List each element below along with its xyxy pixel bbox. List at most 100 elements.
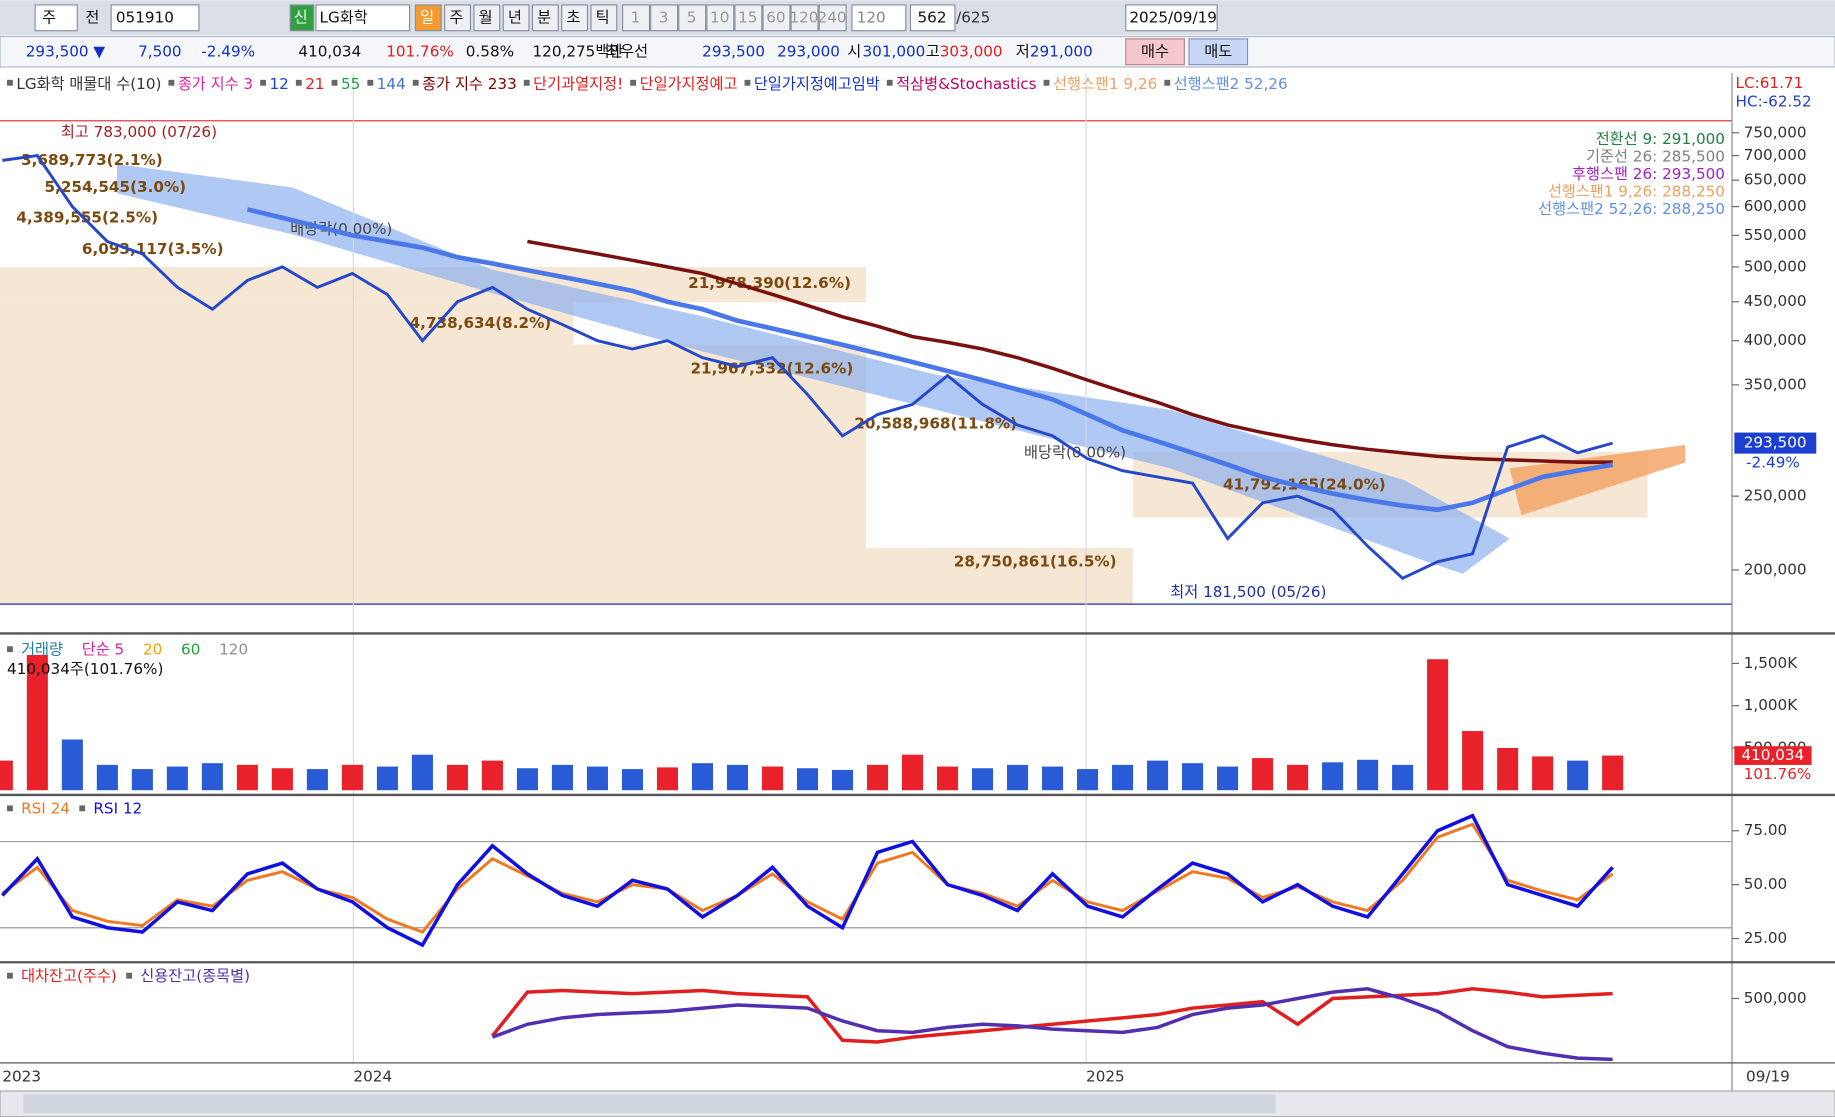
volume-profile-label: 28,750,861(16.5%): [954, 553, 1117, 571]
label: 120: [857, 8, 886, 26]
input-box[interactable]: [1188, 38, 1249, 66]
volume-bar: [1147, 760, 1169, 791]
label: 051910: [116, 8, 174, 26]
input-box[interactable]: [706, 4, 735, 32]
input-box[interactable]: [531, 4, 559, 32]
volume-profile-label: 41,792,165(24.0%): [1223, 475, 1386, 493]
input-box[interactable]: [622, 4, 651, 32]
x-tick-label: 2025: [1086, 1067, 1125, 1085]
period-button: 분: [537, 8, 551, 26]
volume-bar: [1287, 764, 1309, 791]
label: 562: [918, 8, 947, 26]
legend-swatch: [126, 972, 133, 979]
series-line: [527, 239, 1613, 464]
input-box[interactable]: [678, 4, 707, 32]
volume-profile-label: 4,738,634(8.2%): [410, 314, 552, 332]
last-price: 293,500: [1744, 434, 1807, 452]
ichimoku-label: 전환선 9: 291,000: [1596, 130, 1725, 148]
lc-label: LC:61.71: [1736, 74, 1804, 92]
volume-bar: [1077, 769, 1099, 791]
y-tick-label: 500,000: [1744, 257, 1807, 275]
ichimoku-label: 기준선 26: 285,500: [1586, 148, 1725, 166]
ichimoku-label: 선행스팬1 9,26: 288,250: [1548, 183, 1725, 201]
volume-bar: [936, 766, 959, 791]
label: LG화학: [319, 8, 367, 26]
annotation: 배당락(0.00%): [1024, 444, 1126, 462]
legend-entry: 55: [341, 75, 360, 93]
volume-bar: [621, 769, 643, 791]
legend-entry: 144: [377, 75, 406, 93]
legend-entry: 단일가지정예고: [640, 75, 738, 93]
volume-bar: [691, 763, 714, 791]
quote-open_label: 시: [847, 42, 861, 60]
legend-entry: LG화학 매물대 수(10): [16, 75, 161, 93]
legend-swatch: [168, 79, 175, 86]
y-tick-label: 1,500K: [1744, 654, 1799, 672]
series-line: [1, 813, 1614, 948]
ichimoku-label: 후행스팬 26: 293,500: [1572, 165, 1725, 183]
y-tick-label: 350,000: [1744, 375, 1807, 393]
input-box[interactable]: [790, 4, 819, 32]
input-box[interactable]: [1125, 4, 1218, 32]
volume-bar: [831, 769, 854, 791]
input-box[interactable]: [650, 4, 679, 32]
y-tick-label: 400,000: [1744, 331, 1807, 349]
input-box[interactable]: [818, 4, 847, 32]
input-box[interactable]: [762, 4, 791, 32]
volume-bar: [516, 768, 538, 791]
y-tick-label: 1,000K: [1744, 696, 1799, 714]
input-box[interactable]: [590, 4, 618, 32]
legend-swatch: [7, 646, 13, 653]
series-line: [1, 822, 1614, 934]
label: /625: [956, 8, 990, 26]
input-box[interactable]: [315, 4, 411, 32]
volume-bar: [1182, 763, 1204, 791]
legend-swatch: [412, 79, 419, 86]
period-button: 일: [420, 8, 434, 26]
last-price-box: [1734, 432, 1817, 454]
x-tick-label: 2023: [2, 1067, 41, 1085]
input-box[interactable]: [561, 4, 589, 32]
legend-entry: 종가 지수 233: [422, 75, 517, 93]
volume-bar: [761, 766, 784, 791]
volume-bar: [0, 760, 13, 791]
scroll-thumb[interactable]: [23, 1094, 1276, 1114]
legend-entry: 120: [219, 640, 248, 658]
input-box[interactable]: [444, 4, 472, 32]
hc-label: HC:-62.52: [1736, 93, 1812, 111]
input-box[interactable]: [1125, 38, 1185, 66]
quote-turnover: 0.58%: [466, 42, 514, 60]
quote-bar: [0, 35, 1835, 68]
input-box[interactable]: [414, 4, 442, 32]
volume-profile-label: 6,093,117(3.5%): [82, 240, 224, 258]
quote-best_ask: 293,500: [702, 42, 765, 60]
input-box[interactable]: [110, 4, 200, 32]
input-box[interactable]: [502, 4, 530, 32]
volume-bar: [1602, 755, 1624, 791]
y-tick-label: 600,000: [1744, 197, 1807, 215]
quote-amount: 120,275백만: [532, 42, 623, 60]
input-box[interactable]: [473, 4, 501, 32]
legend-swatch: [1164, 79, 1171, 86]
volume-bar: [1357, 759, 1379, 791]
label: 전: [85, 8, 99, 26]
input-box[interactable]: [734, 4, 763, 32]
y-tick-label: 50.00: [1744, 875, 1788, 893]
series-line: [2, 154, 1614, 581]
volume-bar: [551, 764, 573, 791]
label: 주: [42, 8, 56, 26]
volume-bar: [656, 767, 678, 791]
last-volume-box: [1734, 746, 1812, 765]
y-tick-label: 550,000: [1744, 226, 1807, 244]
y-tick-label: 25.00: [1744, 929, 1788, 947]
volume-bar: [1217, 766, 1239, 791]
volume-bar: [1462, 731, 1484, 791]
legend-entry: 단기과열지정!: [533, 75, 623, 93]
quote-change: 7,500: [138, 42, 182, 60]
legend-entry: 20: [143, 640, 162, 658]
volume-bar: [1392, 764, 1414, 791]
quote-high: 303,000: [940, 42, 1003, 60]
volume-bar: [131, 769, 153, 791]
